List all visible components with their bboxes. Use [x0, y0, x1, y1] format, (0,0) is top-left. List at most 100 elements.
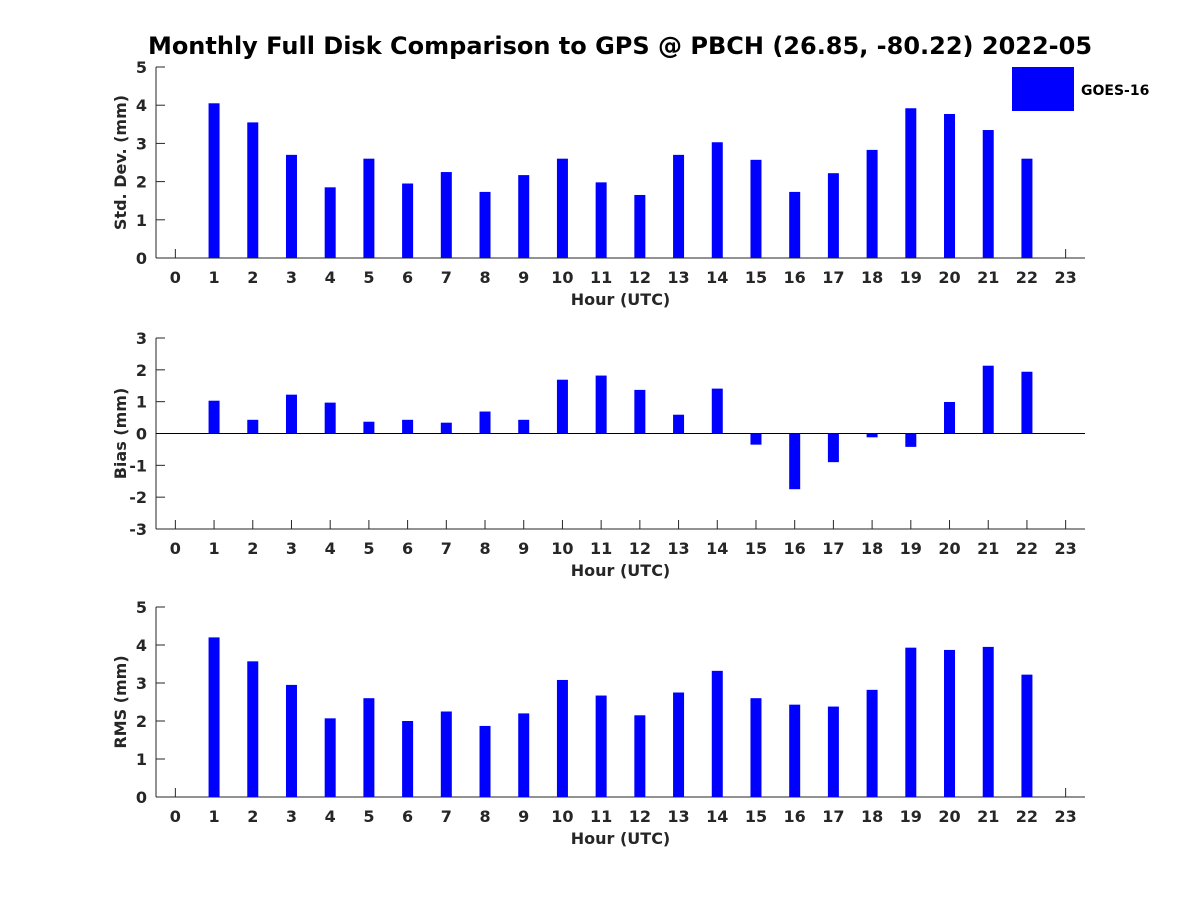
x-tick-label: 11: [590, 268, 612, 287]
bar-hour-9: [518, 175, 530, 258]
bar-hour-15: [750, 698, 762, 797]
bar-hour-21: [982, 646, 994, 797]
bar-hour-12: [634, 715, 646, 797]
bar-hour-17: [827, 173, 839, 258]
y-tick-label: 3: [136, 674, 147, 693]
bar-hour-8: [479, 411, 491, 434]
y-tick-label: 3: [136, 329, 147, 348]
x-tick-label: 21: [977, 268, 999, 287]
x-tick-label: 23: [1055, 268, 1077, 287]
bar-hour-6: [402, 721, 414, 797]
x-tick-label: 16: [784, 539, 806, 558]
bar-hour-3: [285, 154, 297, 258]
bar-hour-18: [866, 149, 878, 258]
x-tick-label: 5: [363, 807, 374, 826]
bar-hour-1: [208, 400, 220, 434]
y-tick-label: -2: [129, 488, 147, 507]
bar-hour-13: [673, 692, 685, 797]
x-tick-label: 9: [518, 539, 529, 558]
bar-hour-15: [750, 159, 762, 258]
x-tick-label: 16: [784, 807, 806, 826]
x-axis-label: Hour (UTC): [571, 290, 671, 309]
bar-hour-3: [285, 394, 297, 434]
bar-hour-17: [827, 706, 839, 797]
y-axis-label: RMS (mm): [111, 655, 130, 748]
x-tick-label: 20: [938, 268, 960, 287]
x-axis-label: Hour (UTC): [571, 561, 671, 580]
bar-hour-14: [711, 388, 723, 434]
bar-hour-10: [556, 679, 568, 797]
y-tick-label: 0: [136, 425, 147, 444]
bar-hour-16: [789, 704, 801, 797]
y-tick-label: 3: [136, 134, 147, 153]
x-tick-label: 4: [325, 539, 336, 558]
bar-hour-18: [866, 689, 878, 797]
bar-hour-17: [827, 433, 839, 463]
y-tick-label: 1: [136, 750, 147, 769]
y-tick-label: 4: [136, 96, 147, 115]
bar-hour-2: [247, 661, 259, 797]
y-tick-label: 5: [136, 58, 147, 77]
bar-hour-14: [711, 670, 723, 797]
x-tick-label: 12: [629, 539, 651, 558]
x-tick-label: 1: [208, 807, 219, 826]
legend-swatch: [1012, 67, 1074, 111]
bar-hour-14: [711, 142, 723, 258]
x-tick-label: 1: [208, 268, 219, 287]
bar-hour-13: [673, 414, 685, 434]
x-tick-label: 0: [170, 807, 181, 826]
bar-hour-12: [634, 389, 646, 434]
y-axis-label: Bias (mm): [111, 388, 130, 480]
x-tick-label: 19: [900, 807, 922, 826]
x-tick-label: 10: [551, 268, 573, 287]
bar-hour-20: [944, 401, 956, 434]
x-tick-label: 3: [286, 807, 297, 826]
x-tick-label: 6: [402, 268, 413, 287]
x-tick-label: 13: [667, 807, 689, 826]
x-tick-label: 12: [629, 807, 651, 826]
x-tick-label: 19: [900, 268, 922, 287]
bar-hour-12: [634, 194, 646, 258]
bar-hour-16: [789, 191, 801, 258]
x-tick-label: 22: [1016, 539, 1038, 558]
chart-title: Monthly Full Disk Comparison to GPS @ PB…: [148, 32, 1092, 60]
x-tick-label: 18: [861, 539, 883, 558]
bar-hour-9: [518, 713, 530, 797]
x-tick-label: 10: [551, 807, 573, 826]
x-tick-label: 22: [1016, 807, 1038, 826]
y-tick-label: 2: [136, 173, 147, 192]
bar-hour-22: [1021, 674, 1033, 797]
bar-hour-8: [479, 191, 491, 258]
bar-hour-9: [518, 419, 530, 434]
bar-hour-4: [324, 402, 336, 434]
x-tick-label: 10: [551, 539, 573, 558]
bar-hour-20: [944, 113, 956, 259]
bar-hour-7: [440, 711, 452, 797]
x-tick-label: 8: [479, 539, 490, 558]
bar-hour-2: [247, 122, 259, 258]
x-tick-label: 19: [900, 539, 922, 558]
x-tick-label: 15: [745, 539, 767, 558]
y-tick-label: 2: [136, 361, 147, 380]
x-tick-label: 2: [247, 268, 258, 287]
x-tick-label: 15: [745, 807, 767, 826]
bar-hour-7: [440, 422, 452, 434]
bar-hour-1: [208, 637, 220, 797]
bar-hour-2: [247, 419, 259, 434]
x-axis-label: Hour (UTC): [571, 829, 671, 848]
x-tick-label: 8: [479, 807, 490, 826]
y-tick-label: 4: [136, 636, 147, 655]
x-tick-label: 7: [441, 807, 452, 826]
y-tick-label: 1: [136, 211, 147, 230]
x-tick-label: 23: [1055, 539, 1077, 558]
x-tick-label: 20: [938, 807, 960, 826]
bar-hour-21: [982, 365, 994, 434]
x-tick-label: 17: [822, 268, 844, 287]
x-tick-label: 9: [518, 268, 529, 287]
x-tick-label: 7: [441, 268, 452, 287]
bar-hour-3: [285, 684, 297, 797]
bar-hour-10: [556, 158, 568, 258]
y-tick-label: 2: [136, 712, 147, 731]
